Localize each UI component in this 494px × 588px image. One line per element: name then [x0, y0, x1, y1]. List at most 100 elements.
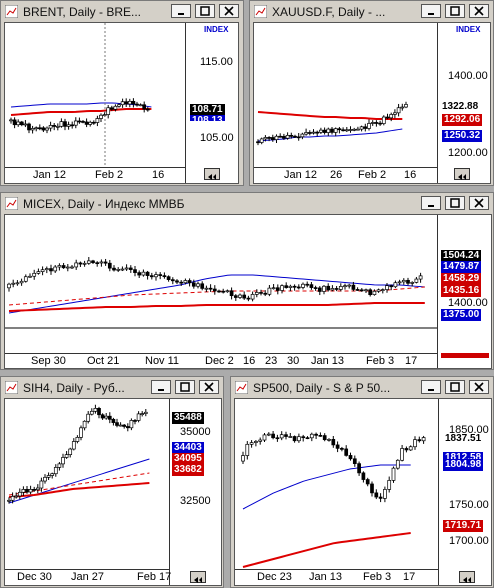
candle-body: [10, 496, 15, 501]
maximize-button[interactable]: [175, 380, 195, 394]
candle-body: [125, 426, 130, 429]
close-button[interactable]: [469, 380, 489, 394]
price-plot[interactable]: [5, 215, 437, 353]
candle-body: [288, 436, 293, 438]
title-bar[interactable]: XAUUSD.F, Daily - ...: [252, 3, 491, 21]
candle-body: [368, 289, 373, 296]
chart-area[interactable]: 1850.00 1837.51 1812.58 1804.98 1750.00 …: [234, 398, 492, 586]
chart-window-brent[interactable]: BRENT, Daily - BRE... INDEX 115.00 105.0…: [0, 0, 244, 186]
candle-body: [288, 285, 293, 288]
price-tick: 1750.00: [449, 499, 489, 511]
maximize-button[interactable]: [195, 4, 215, 18]
date-tick: Jan 13: [309, 571, 343, 583]
minimize-button[interactable]: [421, 380, 441, 394]
candle-body: [15, 282, 20, 285]
chart-window-sp500[interactable]: SP500, Daily - S & P 50... 1850.00 1837.…: [230, 376, 494, 588]
candle-body: [88, 121, 93, 125]
price-axis: 35488 35000 34403 34095 33682 32500: [169, 399, 221, 585]
candle-body: [365, 479, 370, 485]
candle-body: [37, 127, 42, 130]
candle-body: [79, 427, 83, 438]
candle-body: [319, 129, 323, 133]
candle-body: [391, 467, 396, 481]
candle-body: [19, 280, 24, 284]
candle-body: [363, 126, 368, 129]
candle-body: [238, 294, 242, 298]
candle-body: [145, 271, 150, 276]
candle-body: [107, 262, 112, 269]
candle-body: [32, 272, 37, 277]
ma-badge: 1435.16: [441, 285, 482, 297]
title-bar[interactable]: SP500, Daily - S & P 50...: [233, 379, 491, 397]
candle-body: [285, 135, 290, 139]
price-plot[interactable]: [254, 23, 437, 167]
chart-window-micex[interactable]: MICEX, Daily - Индекс ММВБ 1504.24 1479.…: [0, 192, 494, 370]
candle-body: [109, 107, 114, 110]
time-axis: Dec 23 Jan 13 Feb 3 17: [235, 569, 438, 585]
candle-body: [387, 480, 392, 490]
candle-body: [245, 443, 250, 456]
candle-body: [104, 415, 109, 419]
candle-body: [23, 123, 28, 126]
candle-body: [204, 287, 209, 290]
last-price-badge: 1322.88: [440, 101, 481, 113]
candle-body: [95, 262, 100, 265]
candle-body: [133, 420, 137, 422]
date-tick: Feb 3: [366, 355, 395, 367]
candle-body: [352, 128, 357, 131]
maximize-button[interactable]: [445, 196, 465, 210]
close-button[interactable]: [219, 4, 239, 18]
candle-body: [258, 439, 263, 442]
candle-body: [170, 279, 175, 282]
chart-area[interactable]: INDEX 115.00 105.00 108.71 108.13 Jan 12…: [4, 22, 239, 184]
candle-body: [23, 276, 28, 282]
scroll-to-end-button[interactable]: [204, 168, 220, 180]
ma-badge: 34403: [172, 442, 204, 454]
candle-body: [300, 133, 305, 138]
candle-body: [383, 489, 387, 499]
minimize-button[interactable]: [151, 380, 171, 394]
candle-body: [322, 435, 327, 441]
chart-window-xauusd[interactable]: XAUUSD.F, Daily - ... INDEX 1400.00 1200…: [249, 0, 494, 186]
scroll-to-end-button[interactable]: [459, 571, 475, 583]
candle-body: [68, 448, 73, 455]
maximize-button[interactable]: [445, 380, 465, 394]
scroll-to-end-button[interactable]: [190, 571, 206, 583]
minimize-button[interactable]: [171, 4, 191, 18]
chart-area[interactable]: INDEX 1400.00 1200.00 1322.88 1292.06 12…: [253, 22, 491, 184]
minimize-button[interactable]: [421, 196, 441, 210]
close-button[interactable]: [199, 380, 219, 394]
close-button[interactable]: [469, 4, 489, 18]
candle-body: [284, 434, 288, 437]
chart-icon: [5, 5, 18, 18]
price-tick: 1200.00: [448, 147, 488, 159]
candle-body: [53, 467, 58, 475]
minimize-button[interactable]: [421, 4, 441, 18]
price-plot[interactable]: [5, 399, 169, 569]
candle-body: [380, 289, 385, 291]
price-axis: 1850.00 1837.51 1812.58 1804.98 1750.00 …: [438, 399, 491, 585]
chart-icon: [5, 197, 18, 210]
ma-badge: 34095: [172, 453, 204, 465]
maximize-button[interactable]: [445, 4, 465, 18]
candle-body: [322, 285, 326, 292]
candle-body: [128, 267, 133, 270]
close-button[interactable]: [469, 196, 489, 210]
candle-body: [246, 297, 251, 300]
price-plot[interactable]: [5, 23, 185, 167]
title-bar[interactable]: SIH4, Daily - Руб...: [3, 379, 221, 397]
scroll-to-end-button[interactable]: [454, 168, 470, 180]
chart-area[interactable]: 1504.24 1479.87 1458.29 1435.16 1400.00 …: [4, 214, 492, 369]
candle-body: [326, 285, 331, 291]
candle-body: [259, 138, 264, 143]
candle-body: [124, 267, 129, 270]
chart-window-sih4[interactable]: SIH4, Daily - Руб... 35488 35000 34403 3…: [0, 376, 224, 588]
candle-body: [191, 282, 196, 287]
title-bar[interactable]: BRENT, Daily - BRE...: [3, 3, 241, 21]
candle-body: [82, 262, 87, 265]
title-bar[interactable]: MICEX, Daily - Индекс ММВБ: [3, 195, 491, 213]
candle-body: [414, 278, 419, 283]
price-plot[interactable]: [235, 399, 438, 569]
chart-area[interactable]: 35488 35000 34403 34095 33682 32500 Dec …: [4, 398, 222, 586]
candle-body: [292, 436, 297, 442]
